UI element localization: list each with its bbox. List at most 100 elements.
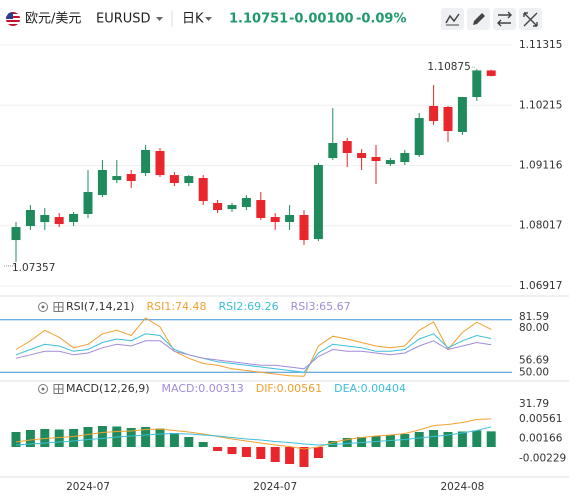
period-selector[interactable]: 日K: [182, 12, 212, 27]
last-price: 1.10751: [229, 12, 288, 27]
y-tick-label: 31.79: [519, 398, 549, 410]
macd-bar: [486, 431, 496, 447]
legend-entry: MACD:0.00313: [162, 382, 244, 395]
fullscreen-button[interactable]: [519, 8, 542, 30]
macd-bar: [198, 442, 208, 447]
legend-entry: RSI3:65.67: [291, 300, 351, 313]
candle-body: [357, 153, 367, 159]
x-tick-label: 2024-07: [66, 481, 110, 493]
y-tick-label: 1.11315: [519, 39, 562, 51]
min-price-label: 1.07357: [12, 262, 55, 274]
reference-label: 50.00: [519, 366, 549, 378]
macd-bar: [313, 447, 323, 458]
candle-body: [486, 70, 496, 76]
macd-bar: [457, 431, 467, 447]
candle-body: [40, 214, 50, 223]
legend-entry: RSI1:74.48: [146, 300, 206, 313]
candle-body: [429, 106, 439, 122]
y-tick-label: 0.00166: [519, 433, 563, 445]
compare-button[interactable]: [493, 8, 516, 30]
candle-body: [97, 170, 107, 195]
macd-bar: [213, 447, 223, 451]
y-tick-label: 1.09116: [519, 160, 563, 172]
indicator-title: MACD(12,26,9): [66, 382, 150, 395]
legend-entry: DEA:0.00404: [334, 382, 406, 395]
macd-bar: [69, 429, 79, 447]
macd-bar: [443, 432, 453, 447]
y-tick-label: 81.59: [519, 311, 549, 323]
draw-button[interactable]: [467, 8, 490, 30]
macd-bar: [414, 432, 424, 447]
macd-bar: [400, 434, 410, 447]
candle-body: [270, 217, 280, 223]
macd-bar: [155, 428, 165, 447]
candle-body: [83, 192, 93, 215]
candle-body: [385, 160, 395, 165]
candle-body: [457, 97, 467, 133]
candle-body: [299, 214, 309, 241]
max-price-label: 1.10875: [427, 61, 470, 73]
candle-body: [313, 165, 323, 240]
legend-entry: DIF:0.00561: [256, 382, 322, 395]
macd-bar: [241, 447, 251, 457]
macd-bar: [54, 429, 64, 447]
macd-bar: [25, 430, 35, 447]
y-tick-label: 1.10215: [519, 99, 562, 111]
macd-bar: [83, 427, 93, 447]
macd-bar: [227, 447, 237, 454]
macd-toggle[interactable]: [53, 384, 64, 394]
candle-body: [443, 106, 453, 131]
candle-body: [227, 205, 237, 210]
macd-bar: [270, 447, 280, 462]
macd-bar: [285, 447, 295, 464]
candle-body: [285, 214, 295, 223]
indicator-line: [15, 333, 492, 373]
dropdown-caret: [156, 17, 163, 21]
candle-body: [126, 174, 136, 182]
indicator-button[interactable]: [441, 8, 464, 30]
candle-body: [400, 153, 410, 163]
macd-bar: [97, 426, 107, 447]
y-tick-label: 0.00561: [519, 413, 562, 425]
macd-bar: [126, 428, 136, 447]
indicator-line: [15, 340, 492, 370]
symbol-selector[interactable]: 欧元/美元 EURUSD: [6, 12, 163, 27]
candle-body: [141, 150, 151, 174]
flag-icon: [6, 12, 20, 26]
indicator-line: [15, 426, 492, 446]
macd-bar: [429, 430, 439, 447]
macd-bar: [342, 438, 352, 447]
x-tick-label: 2024-07: [253, 481, 297, 493]
candle-body: [69, 214, 79, 223]
candle-body: [414, 118, 424, 156]
price-change-pct: -0.09%: [356, 12, 407, 27]
candle-body: [213, 202, 223, 211]
indicator-title: RSI(7,14,21): [66, 300, 134, 313]
macd-bar: [472, 430, 482, 447]
y-tick-label: 56.69: [519, 355, 549, 367]
candle-body: [472, 70, 482, 98]
candle-body: [11, 227, 21, 241]
rsi-settings[interactable]: [38, 302, 48, 312]
y-tick-label: 1.06917: [519, 280, 562, 292]
candle-body: [54, 217, 64, 225]
candle-body: [184, 176, 194, 183]
macd-bar: [141, 427, 151, 447]
symbol-name: 欧元/美元: [25, 12, 81, 27]
rsi-toggle[interactable]: [53, 302, 64, 312]
candle-body: [342, 141, 352, 154]
candle-body: [241, 198, 251, 208]
period: 日K: [182, 12, 204, 27]
macd-bar: [299, 447, 309, 467]
legend-entry: RSI2:69.26: [219, 300, 279, 313]
macd-settings[interactable]: [38, 384, 48, 394]
y-tick-label: -0.00229: [519, 452, 566, 464]
candle-body: [198, 178, 208, 202]
dropdown-caret: [205, 17, 212, 21]
candle-body: [112, 176, 122, 181]
indicator-line: [15, 317, 492, 377]
candle-body: [328, 142, 338, 159]
macd-bar: [11, 432, 21, 447]
